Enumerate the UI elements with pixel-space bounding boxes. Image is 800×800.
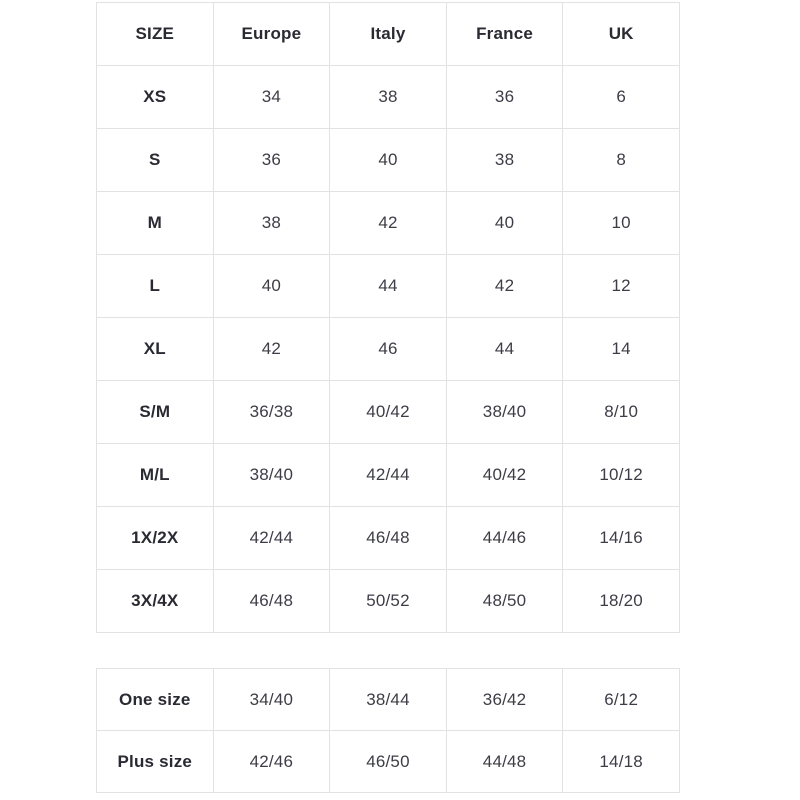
table-row: 3X/4X 46/48 50/52 48/50 18/20 <box>96 569 680 633</box>
table-row: One size 34/40 38/44 36/42 6/12 <box>96 668 680 731</box>
table-cell: 42/46 <box>212 730 331 793</box>
table-cell: 10/12 <box>562 443 680 507</box>
table-cell: 46/48 <box>329 506 447 570</box>
table-cell: 38 <box>212 191 331 255</box>
table-row: L 40 44 42 12 <box>96 254 680 318</box>
table-cell: 36 <box>445 65 564 129</box>
row-label: One size <box>96 668 214 731</box>
column-header-italy: Italy <box>329 2 447 66</box>
table-row: S/M 36/38 40/42 38/40 8/10 <box>96 380 680 444</box>
table-cell: 42/44 <box>212 506 331 570</box>
row-label: XL <box>96 317 214 381</box>
row-label: 3X/4X <box>96 569 214 633</box>
row-label: XS <box>96 65 214 129</box>
table-cell: 10 <box>562 191 680 255</box>
one-size-plus-size-table: One size 34/40 38/44 36/42 6/12 Plus siz… <box>96 668 680 793</box>
table-cell: 36 <box>212 128 331 192</box>
table-cell: 50/52 <box>329 569 447 633</box>
column-header-europe: Europe <box>212 2 331 66</box>
table-cell: 42 <box>212 317 331 381</box>
table-cell: 42 <box>329 191 447 255</box>
table-row: 1X/2X 42/44 46/48 44/46 14/16 <box>96 506 680 570</box>
row-label: S <box>96 128 214 192</box>
table-cell: 12 <box>562 254 680 318</box>
table-cell: 38/44 <box>329 668 447 731</box>
table-cell: 44/48 <box>445 730 564 793</box>
table-cell: 40 <box>329 128 447 192</box>
table-cell: 46/48 <box>212 569 331 633</box>
table-cell: 40 <box>212 254 331 318</box>
table-row: XL 42 46 44 14 <box>96 317 680 381</box>
table-cell: 36/38 <box>212 380 331 444</box>
table-cell: 46 <box>329 317 447 381</box>
table-cell: 14 <box>562 317 680 381</box>
row-label: L <box>96 254 214 318</box>
table-cell: 42/44 <box>329 443 447 507</box>
table-cell: 14/18 <box>562 730 680 793</box>
size-conversion-table: SIZE Europe Italy France UK XS 34 38 36 … <box>96 2 680 633</box>
table-row: Plus size 42/46 46/50 44/48 14/18 <box>96 730 680 793</box>
table-cell: 6 <box>562 65 680 129</box>
table-cell: 40 <box>445 191 564 255</box>
table-cell: 42 <box>445 254 564 318</box>
table-cell: 14/16 <box>562 506 680 570</box>
table-cell: 40/42 <box>445 443 564 507</box>
table-cell: 34/40 <box>212 668 331 731</box>
table-cell: 44 <box>445 317 564 381</box>
row-label: 1X/2X <box>96 506 214 570</box>
table-cell: 36/42 <box>445 668 564 731</box>
row-label: S/M <box>96 380 214 444</box>
table-cell: 40/42 <box>329 380 447 444</box>
column-header-uk: UK <box>562 2 680 66</box>
table-row: M/L 38/40 42/44 40/42 10/12 <box>96 443 680 507</box>
table-cell: 38 <box>445 128 564 192</box>
header-row: SIZE Europe Italy France UK <box>96 2 680 66</box>
column-header-france: France <box>445 2 564 66</box>
table-cell: 8/10 <box>562 380 680 444</box>
table-row: M 38 42 40 10 <box>96 191 680 255</box>
row-label: M <box>96 191 214 255</box>
table-cell: 6/12 <box>562 668 680 731</box>
table-cell: 18/20 <box>562 569 680 633</box>
column-header-size: SIZE <box>96 2 214 66</box>
table-cell: 46/50 <box>329 730 447 793</box>
table-cell: 38/40 <box>445 380 564 444</box>
table-cell: 38/40 <box>212 443 331 507</box>
table-cell: 38 <box>329 65 447 129</box>
table-cell: 44 <box>329 254 447 318</box>
table-row: S 36 40 38 8 <box>96 128 680 192</box>
row-label: Plus size <box>96 730 214 793</box>
table-cell: 34 <box>212 65 331 129</box>
table-cell: 8 <box>562 128 680 192</box>
row-label: M/L <box>96 443 214 507</box>
table-cell: 44/46 <box>445 506 564 570</box>
table-cell: 48/50 <box>445 569 564 633</box>
table-row: XS 34 38 36 6 <box>96 65 680 129</box>
